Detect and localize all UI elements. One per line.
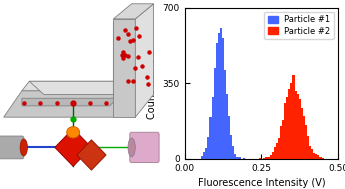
Bar: [288, 89, 290, 159]
Bar: [201, 156, 203, 159]
Bar: [311, 149, 313, 159]
Polygon shape: [77, 140, 106, 170]
Bar: [234, 154, 236, 159]
Bar: [284, 103, 286, 159]
Bar: [307, 136, 309, 159]
Legend: Particle #1, Particle #2: Particle #1, Particle #2: [265, 12, 334, 39]
Bar: [293, 75, 295, 159]
Bar: [222, 38, 224, 159]
Polygon shape: [22, 81, 139, 91]
Bar: [236, 157, 238, 159]
Bar: [315, 154, 317, 159]
Bar: [264, 158, 266, 159]
Bar: [290, 83, 293, 159]
Bar: [309, 146, 311, 159]
Bar: [214, 68, 216, 159]
Ellipse shape: [128, 138, 135, 157]
Bar: [238, 157, 240, 159]
Bar: [286, 97, 288, 159]
Bar: [203, 153, 205, 159]
Bar: [295, 91, 297, 159]
Bar: [243, 158, 245, 159]
Bar: [299, 99, 301, 159]
Polygon shape: [114, 19, 135, 117]
Bar: [268, 157, 270, 159]
Bar: [317, 155, 319, 159]
Polygon shape: [4, 91, 132, 117]
Bar: [272, 152, 274, 159]
Bar: [226, 94, 228, 159]
Bar: [280, 126, 282, 159]
Polygon shape: [135, 4, 154, 117]
Bar: [270, 155, 272, 159]
Bar: [232, 146, 234, 159]
Bar: [319, 157, 322, 159]
Bar: [259, 158, 262, 159]
Bar: [276, 143, 278, 159]
Bar: [322, 158, 324, 159]
Bar: [211, 97, 214, 159]
Bar: [209, 117, 211, 159]
Bar: [305, 125, 307, 159]
Bar: [207, 136, 209, 159]
FancyBboxPatch shape: [130, 132, 159, 163]
X-axis label: Fluorescence Intensity (V): Fluorescence Intensity (V): [198, 178, 325, 188]
Bar: [220, 28, 222, 159]
Bar: [282, 120, 284, 159]
Y-axis label: Count Number: Count Number: [147, 47, 157, 119]
Polygon shape: [114, 4, 154, 19]
Bar: [230, 135, 232, 159]
Bar: [278, 138, 280, 159]
Bar: [205, 148, 207, 159]
Bar: [228, 116, 230, 159]
Bar: [297, 94, 299, 159]
FancyBboxPatch shape: [0, 136, 24, 159]
Bar: [218, 33, 220, 159]
Ellipse shape: [20, 139, 28, 156]
Bar: [216, 43, 218, 159]
Polygon shape: [22, 23, 121, 106]
Polygon shape: [29, 81, 154, 94]
Ellipse shape: [67, 127, 80, 138]
Bar: [266, 157, 268, 159]
Bar: [303, 116, 305, 159]
Bar: [224, 70, 226, 159]
Bar: [301, 108, 303, 159]
Bar: [313, 153, 315, 159]
Bar: [274, 147, 276, 159]
Polygon shape: [55, 129, 91, 166]
